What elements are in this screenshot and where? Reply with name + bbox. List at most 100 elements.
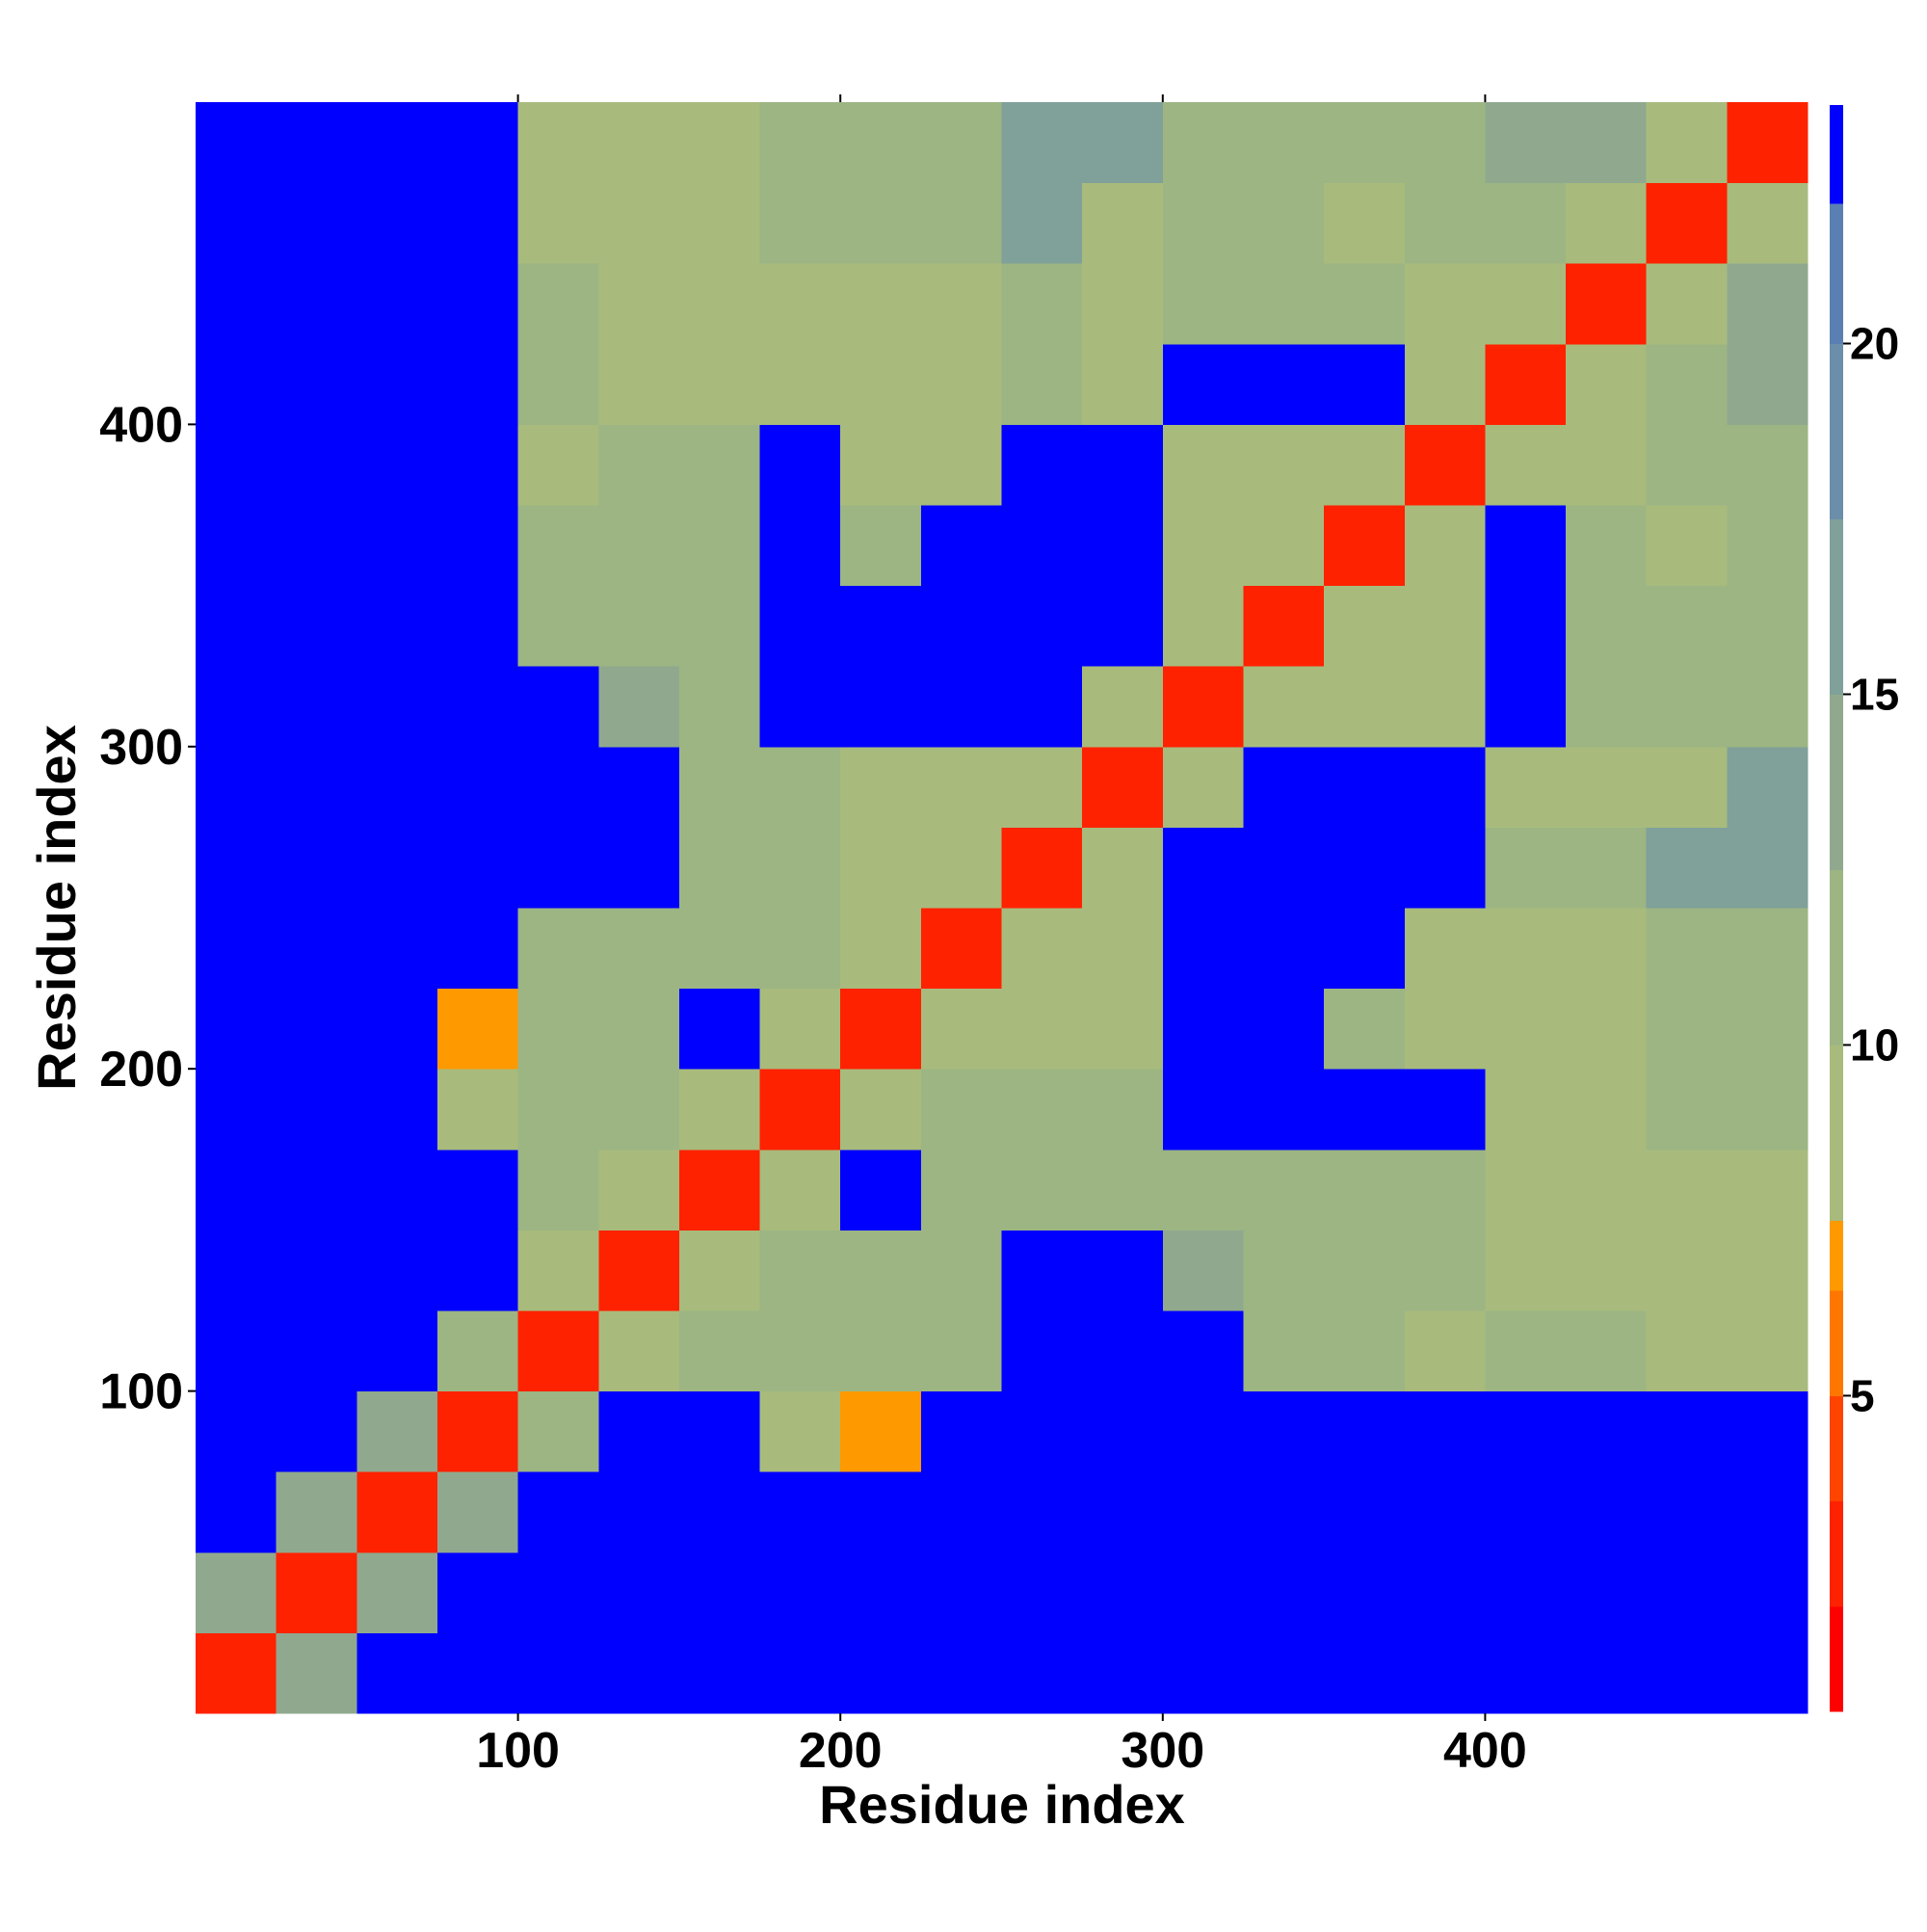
- heatmap-cell: [840, 1471, 922, 1553]
- heatmap-cell: [920, 1310, 1002, 1392]
- heatmap-cell: [598, 1310, 680, 1392]
- heatmap-cell: [1646, 1310, 1728, 1392]
- heatmap-cell: [517, 1230, 599, 1311]
- heatmap-cell: [436, 666, 519, 748]
- heatmap-cell: [759, 1149, 841, 1231]
- colorbar-segment: [1830, 105, 1843, 204]
- heatmap-cell: [1001, 1551, 1083, 1633]
- heatmap-cell: [1404, 1230, 1486, 1311]
- heatmap-cell: [517, 182, 599, 264]
- heatmap-cell: [1646, 666, 1728, 748]
- heatmap-cell: [1566, 102, 1648, 184]
- heatmap-cell: [356, 585, 438, 667]
- heatmap-cell: [1404, 988, 1486, 1070]
- heatmap-cell: [1001, 827, 1083, 909]
- heatmap-cell: [1727, 1149, 1808, 1231]
- heatmap-cell: [276, 746, 357, 828]
- heatmap-cell: [356, 424, 438, 506]
- heatmap-cell: [517, 102, 599, 184]
- heatmap-cell: [1243, 102, 1325, 184]
- heatmap-cell: [1727, 1632, 1808, 1714]
- heatmap-cell: [1243, 182, 1325, 264]
- heatmap-cell: [920, 1069, 1002, 1151]
- heatmap-cell: [1162, 263, 1244, 345]
- heatmap-cell: [436, 505, 519, 587]
- heatmap-cell: [517, 746, 599, 828]
- heatmap-cell: [598, 263, 680, 345]
- heatmap-cell: [1082, 263, 1164, 345]
- heatmap-cell: [356, 1471, 438, 1553]
- heatmap-cell: [840, 505, 922, 587]
- heatmap-cell: [1485, 1310, 1567, 1392]
- heatmap-cell: [436, 827, 519, 909]
- heatmap-cell: [678, 102, 761, 184]
- heatmap-cell: [678, 585, 761, 667]
- heatmap-cell: [1324, 1069, 1406, 1151]
- heatmap-cell: [598, 988, 680, 1070]
- heatmap-cell: [1324, 988, 1406, 1070]
- heatmap-cell: [517, 263, 599, 345]
- heatmap-cell: [196, 424, 277, 506]
- heatmap-cell: [598, 1632, 680, 1714]
- heatmap-cell: [840, 746, 922, 828]
- heatmap-cell: [598, 1230, 680, 1311]
- heatmap-cell: [1001, 102, 1083, 184]
- heatmap-cell: [1646, 424, 1728, 506]
- heatmap-cell: [196, 1632, 277, 1714]
- heatmap-cell: [1404, 1149, 1486, 1231]
- heatmap-cell: [1485, 1149, 1567, 1231]
- heatmap-cell: [196, 1149, 277, 1231]
- heatmap-cell: [276, 102, 357, 184]
- heatmap-cell: [1727, 1230, 1808, 1311]
- heatmap-cell: [759, 827, 841, 909]
- heatmap-cell: [759, 182, 841, 264]
- heatmap-cell: [1001, 585, 1083, 667]
- heatmap-cell: [436, 908, 519, 990]
- heatmap-cell: [598, 666, 680, 748]
- heatmap-cell: [1001, 263, 1083, 345]
- heatmap-cell: [1485, 102, 1567, 184]
- heatmap-cell: [1566, 1632, 1648, 1714]
- heatmap-cell: [1727, 1069, 1808, 1151]
- heatmap-cell: [678, 1551, 761, 1633]
- heatmap-cell: [1082, 424, 1164, 506]
- heatmap-cell: [678, 1069, 761, 1151]
- heatmap-cell: [1162, 182, 1244, 264]
- heatmap-cell: [678, 182, 761, 264]
- heatmap-cell: [920, 827, 1002, 909]
- heatmap-cell: [1001, 505, 1083, 587]
- heatmap-cell: [1566, 182, 1648, 264]
- heatmap-cell: [196, 1390, 277, 1472]
- heatmap-cell: [196, 505, 277, 587]
- heatmap-cell: [598, 908, 680, 990]
- heatmap-cell: [840, 1069, 922, 1151]
- colorbar-segment: [1830, 1395, 1843, 1502]
- heatmap-cell: [517, 1632, 599, 1714]
- heatmap-cell: [436, 343, 519, 425]
- colorbar-segment: [1830, 869, 1843, 1045]
- heatmap-cell: [1082, 1230, 1164, 1311]
- heatmap-cell: [1162, 666, 1244, 748]
- heatmap-cell: [1243, 1310, 1325, 1392]
- heatmap-cell: [1324, 1632, 1406, 1714]
- heatmap-cell: [1404, 1471, 1486, 1553]
- heatmap-cell: [356, 1149, 438, 1231]
- heatmap-cell: [1727, 1551, 1808, 1633]
- heatmap-cell: [1324, 1310, 1406, 1392]
- heatmap-cell: [1727, 1310, 1808, 1392]
- heatmap-cell: [276, 1471, 357, 1553]
- heatmap-cell: [759, 1632, 841, 1714]
- heatmap-cell: [759, 343, 841, 425]
- heatmap-cell: [1243, 827, 1325, 909]
- heatmap-cell: [1646, 343, 1728, 425]
- heatmap-cell: [840, 1632, 922, 1714]
- heatmap-cell: [1404, 1390, 1486, 1472]
- heatmap-cell: [1566, 1230, 1648, 1311]
- heatmap-cell: [356, 1069, 438, 1151]
- heatmap-cell: [1324, 182, 1406, 264]
- heatmap-cell: [1162, 424, 1244, 506]
- heatmap-cell: [1082, 746, 1164, 828]
- heatmap-cell: [1485, 343, 1567, 425]
- y-tick-label: 400: [99, 397, 183, 453]
- heatmap-cell: [678, 1632, 761, 1714]
